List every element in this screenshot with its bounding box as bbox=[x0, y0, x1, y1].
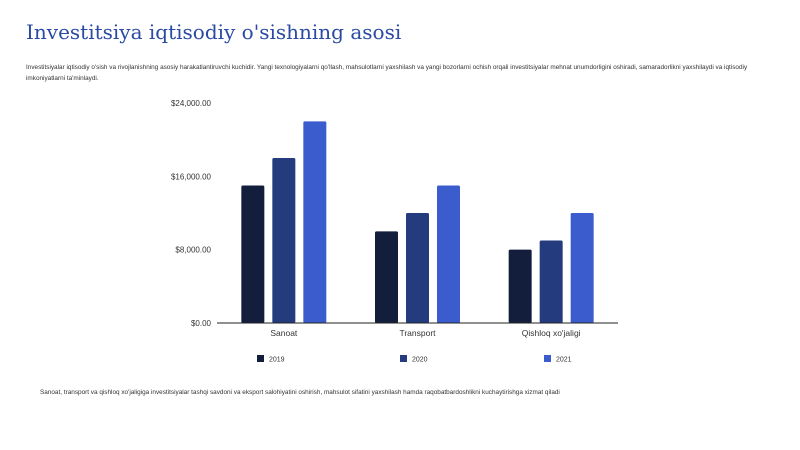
bar-2019 bbox=[375, 231, 398, 323]
x-tick-label: Transport bbox=[399, 328, 436, 338]
legend-label: 2021 bbox=[556, 357, 572, 364]
y-axis: $0.00 $8,000.00 $16,000.00 $24,000.00 bbox=[171, 99, 212, 328]
legend: 2019 2020 2021 bbox=[257, 355, 572, 364]
bar-2021 bbox=[570, 213, 594, 323]
page-title: Investitsiya iqtisodiy o'sishning asosi bbox=[26, 20, 402, 44]
bar-2021 bbox=[437, 185, 460, 323]
y-tick-label: $0.00 bbox=[191, 319, 212, 328]
x-tick-label: Sanoat bbox=[270, 328, 298, 338]
legend-swatch bbox=[400, 355, 407, 362]
legend-swatch bbox=[544, 355, 551, 362]
bar-2020 bbox=[272, 158, 296, 323]
legend-label: 2020 bbox=[412, 357, 428, 364]
bar-2020 bbox=[539, 240, 563, 323]
x-tick-label: Qishloq xo'jaligi bbox=[522, 328, 581, 338]
legend-swatch bbox=[257, 355, 264, 362]
bar-2019 bbox=[241, 185, 265, 323]
y-tick-label: $8,000.00 bbox=[175, 246, 211, 255]
bar-2019 bbox=[508, 249, 532, 323]
footer-note: Sanoat, transport va qishloq xo'jaligiga… bbox=[40, 389, 560, 396]
y-tick-label: $24,000.00 bbox=[171, 99, 212, 108]
bars-group bbox=[241, 121, 594, 323]
x-axis: Sanoat Transport Qishloq xo'jaligi bbox=[270, 328, 580, 338]
y-tick-label: $16,000.00 bbox=[171, 172, 212, 181]
bar-2020 bbox=[406, 213, 429, 323]
bar-2021 bbox=[303, 121, 327, 323]
intro-paragraph: Investitsiyalar iqtisodiy o'sish va rivo… bbox=[26, 64, 748, 82]
legend-label: 2019 bbox=[269, 357, 285, 364]
